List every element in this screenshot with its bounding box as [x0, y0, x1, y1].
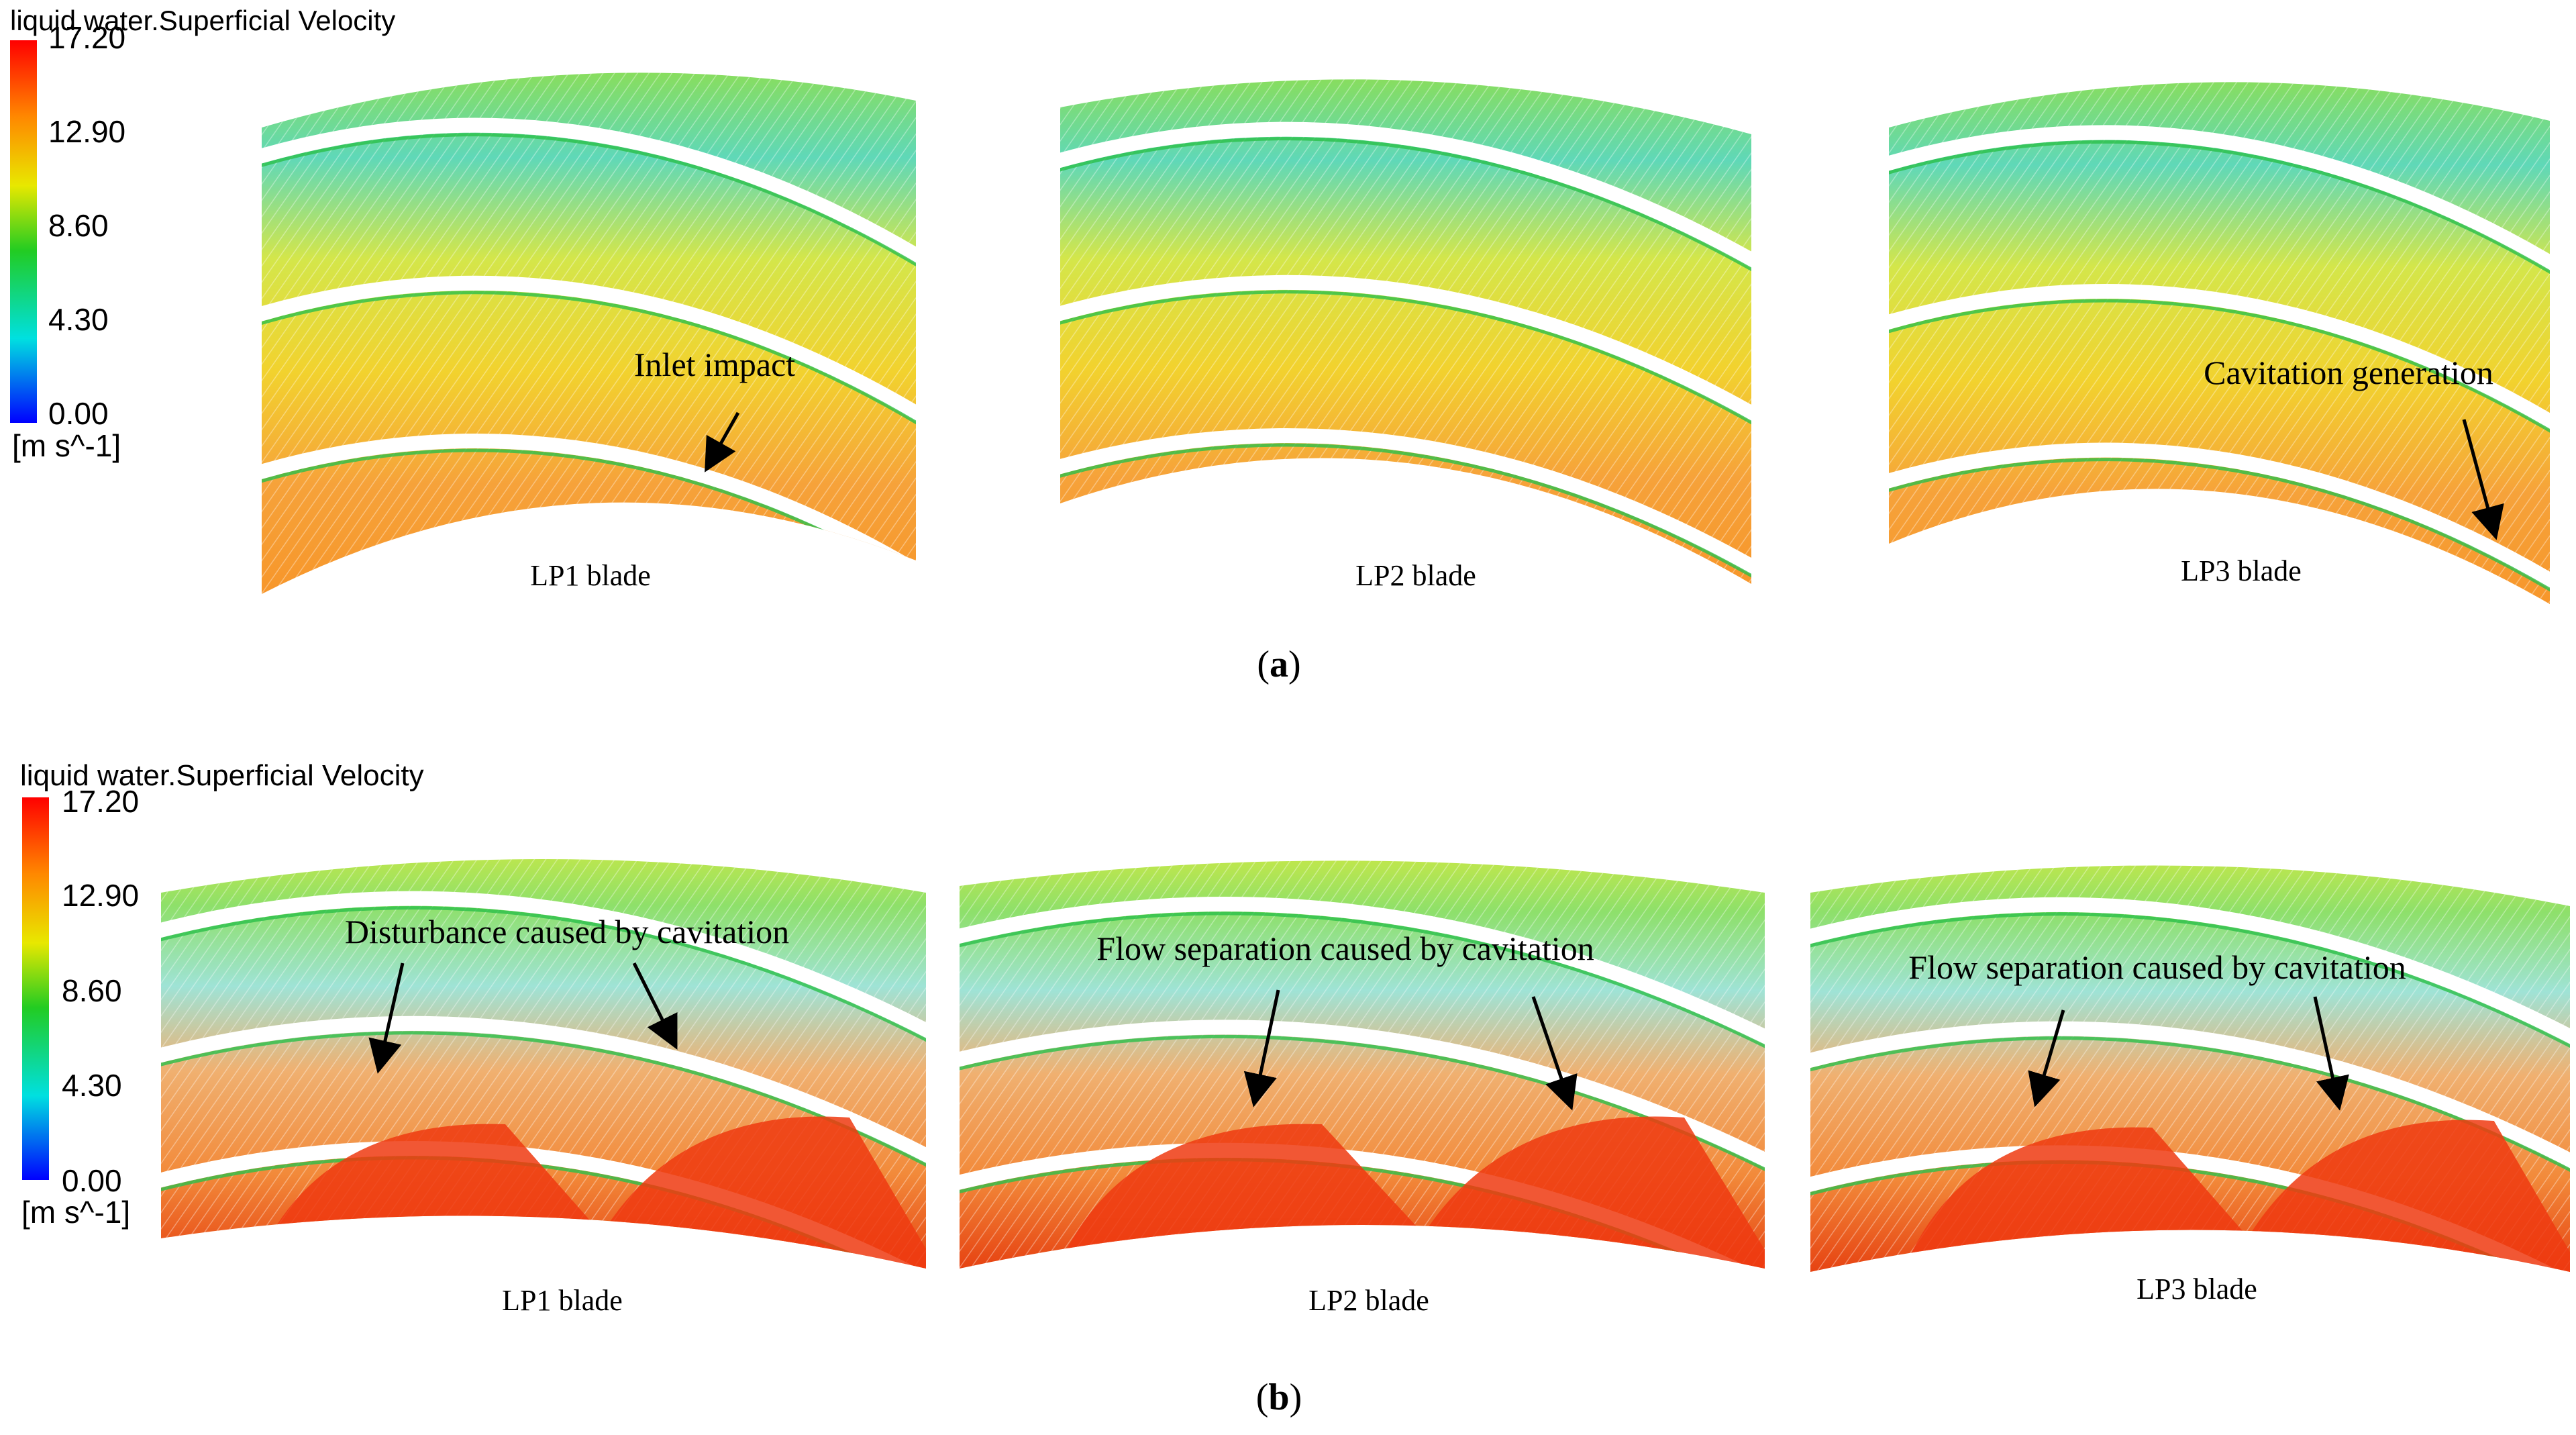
blade-shape — [1889, 442, 2550, 603]
annotation-text: Disturbance caused by cavitation — [345, 913, 789, 950]
blade-shape — [262, 117, 916, 278]
plot-label: LP2 blade — [1308, 1284, 1429, 1317]
legend-tick-label: 0.00 — [62, 1163, 122, 1198]
annotation-arrow — [1531, 996, 1578, 1111]
velocity-contour-plot: LP3 blade Cavitation generation — [1889, 82, 2550, 604]
blade-shape — [1060, 428, 1751, 585]
legend-tick-label: 17.20 — [62, 784, 139, 819]
blade-shape — [1889, 284, 2550, 444]
blade-shape — [262, 434, 916, 594]
annotation-text: Cavitation generation — [2204, 354, 2493, 391]
velocity-contour-plot: LP1 blade Inlet impact — [262, 72, 916, 595]
legend-title: liquid water.Superficial Velocity — [10, 5, 395, 36]
blade-shape — [161, 891, 926, 1052]
plot-label: LP3 blade — [2181, 554, 2302, 587]
velocity-contour-plot: LP2 blade Flow separation caused by cavit… — [960, 860, 1765, 1317]
blade-shape — [262, 275, 916, 436]
annotation-arrow — [1243, 989, 1280, 1107]
legend-unit: [m s^-1] — [12, 428, 121, 463]
blade-shape — [1810, 1021, 2570, 1182]
legend-title: liquid water.Superficial Velocity — [20, 759, 424, 792]
annotation-text: Inlet impact — [634, 346, 795, 383]
blade-shape — [960, 1020, 1765, 1180]
annotation-arrow — [2462, 419, 2504, 540]
annotation-text: Flow separation caused by cavitation — [1908, 948, 2406, 986]
velocity-contour-plot: LP1 blade Disturbance caused by cavitatio… — [161, 859, 926, 1317]
panel-caption: (a) — [1257, 644, 1300, 685]
plot-label: LP1 blade — [502, 1284, 623, 1317]
blade-shape — [161, 1016, 926, 1177]
velocity-contour-plot: LP2 blade — [1060, 79, 1751, 592]
legend-tick-label: 8.60 — [62, 973, 122, 1008]
plot-label: LP1 blade — [530, 559, 651, 592]
annotation-arrow — [2313, 996, 2349, 1111]
annotation-arrow — [632, 962, 678, 1050]
legend-tick-label: 4.30 — [62, 1068, 122, 1103]
legend-tick-label: 12.90 — [48, 114, 125, 149]
velocity-contour-plot: LP3 blade Flow separation caused by cavit… — [1810, 865, 2570, 1305]
legend-tick-label: 12.90 — [62, 878, 139, 913]
annotation-arrow — [368, 962, 405, 1074]
blade-shape — [1889, 125, 2550, 285]
blade-shape — [1810, 897, 2570, 1058]
legend-unit: [m s^-1] — [21, 1195, 130, 1230]
legend-tick-label: 17.20 — [48, 20, 125, 55]
legend-color-bar — [10, 40, 37, 423]
annotation-arrow — [2028, 1009, 2065, 1107]
legend-color-bar — [22, 797, 49, 1180]
panel-caption: (b) — [1256, 1377, 1302, 1418]
blade-shape — [1060, 121, 1751, 282]
annotation-text: Flow separation caused by cavitation — [1096, 930, 1594, 967]
plot-label: LP3 blade — [2136, 1273, 2257, 1305]
blade-shape — [1060, 275, 1751, 436]
blade-shape — [960, 897, 1765, 1057]
legend-tick-label: 8.60 — [48, 208, 109, 243]
legend-tick-label: 0.00 — [48, 396, 109, 431]
plot-label: LP2 blade — [1355, 559, 1476, 592]
annotation-arrow — [705, 411, 740, 473]
legend-tick-label: 4.30 — [48, 302, 109, 337]
